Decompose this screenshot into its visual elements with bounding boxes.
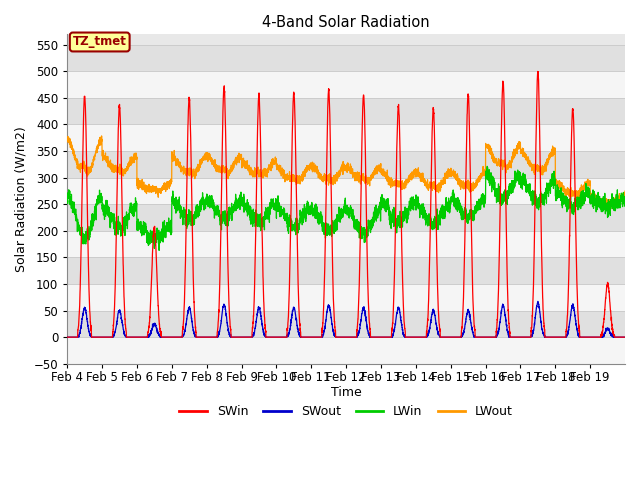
- Bar: [67, 124, 625, 151]
- Bar: [67, 45, 625, 71]
- Bar: [67, 231, 625, 257]
- Bar: [67, 311, 625, 337]
- Y-axis label: Solar Radiation (W/m2): Solar Radiation (W/m2): [15, 126, 28, 272]
- Bar: [67, 337, 625, 364]
- Legend: SWin, SWout, LWin, LWout: SWin, SWout, LWin, LWout: [174, 400, 518, 423]
- Text: TZ_tmet: TZ_tmet: [73, 36, 127, 48]
- Bar: [67, 98, 625, 124]
- Bar: [67, 151, 625, 178]
- Bar: [67, 284, 625, 311]
- Bar: [67, 71, 625, 98]
- Bar: [67, 257, 625, 284]
- Bar: [67, 178, 625, 204]
- Title: 4-Band Solar Radiation: 4-Band Solar Radiation: [262, 15, 430, 30]
- X-axis label: Time: Time: [331, 386, 362, 399]
- Bar: [67, 204, 625, 231]
